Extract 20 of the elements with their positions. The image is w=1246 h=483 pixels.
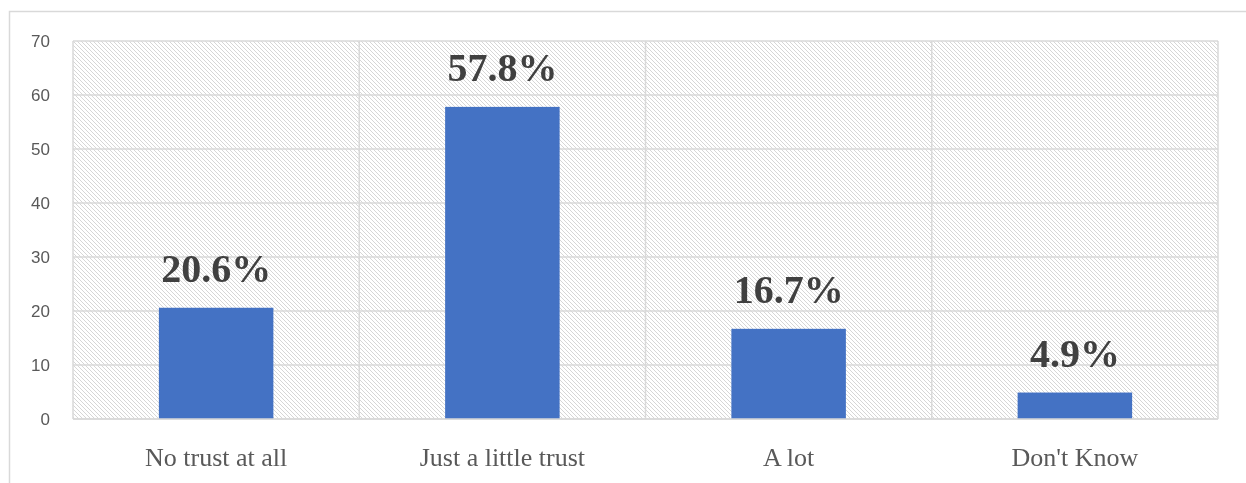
y-tick-label: 30: [31, 247, 50, 267]
x-tick-label: Don't Know: [1011, 443, 1139, 472]
y-tick-label: 50: [31, 139, 50, 159]
data-label: 57.8%: [447, 44, 558, 90]
x-tick-label: A lot: [762, 443, 816, 472]
data-label: 4.9%: [1029, 330, 1120, 376]
data-label: 20.6%: [161, 245, 272, 291]
data-label: 16.7%: [733, 266, 844, 312]
bar: [445, 106, 560, 419]
y-tick-label: 10: [31, 355, 50, 375]
y-tick-label: 20: [31, 301, 50, 321]
x-tick-label: No trust at all: [144, 443, 288, 472]
bar: [158, 307, 274, 419]
y-tick-label: 40: [31, 193, 50, 213]
y-tick-label: 0: [40, 409, 50, 429]
bar: [1017, 392, 1133, 419]
bar: [731, 328, 846, 419]
x-tick-label: Just a little trust: [419, 443, 586, 472]
y-tick-label: 70: [31, 31, 50, 51]
y-tick-label: 60: [31, 85, 50, 105]
